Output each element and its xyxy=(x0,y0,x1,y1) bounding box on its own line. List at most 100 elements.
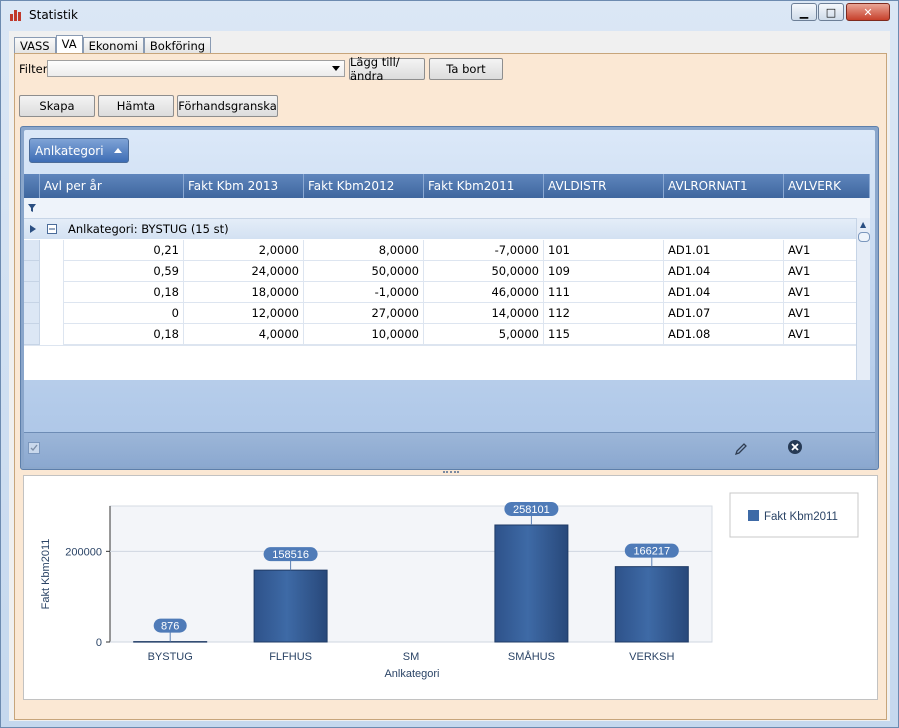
scroll-thumb[interactable] xyxy=(858,232,870,242)
group-by-label: Anlkategori xyxy=(35,143,104,158)
bar[interactable] xyxy=(494,524,569,643)
x-axis-title: Anlkategori xyxy=(384,668,439,680)
pencil-icon[interactable] xyxy=(733,441,749,457)
bar[interactable] xyxy=(614,566,689,643)
column-header[interactable]: Fakt Kbm2012 xyxy=(304,174,424,198)
filter-row[interactable] xyxy=(24,198,870,219)
y-axis-title: Fakt Kbm2011 xyxy=(40,539,52,610)
tab-va[interactable]: VA xyxy=(55,35,83,55)
filter-label: Filter xyxy=(19,62,48,76)
table-cell[interactable]: AD1.08 xyxy=(664,324,784,345)
table-row[interactable]: 0,18 18,0000 -1,0000 46,0000 111 AD1.04 AV1 xyxy=(24,282,870,303)
row-indicator[interactable] xyxy=(24,282,40,303)
table-cell[interactable]: 12,0000 xyxy=(184,303,304,324)
maximize-button[interactable]: □ xyxy=(818,3,844,21)
table-cell[interactable]: 0,18 xyxy=(64,282,184,303)
group-indent xyxy=(40,282,64,303)
bar[interactable] xyxy=(253,569,328,643)
x-tick-label: VERKSH xyxy=(629,651,674,663)
bar[interactable] xyxy=(133,641,208,643)
table-cell[interactable]: AD1.04 xyxy=(664,282,784,303)
table-cell[interactable]: 115 xyxy=(544,324,664,345)
plot-area xyxy=(109,505,713,643)
filter-combo[interactable] xyxy=(47,60,345,77)
table-cell[interactable]: 18,0000 xyxy=(184,282,304,303)
chart-app-icon xyxy=(10,10,21,21)
table-cell[interactable]: -7,0000 xyxy=(424,240,544,261)
table-cell[interactable]: 0,18 xyxy=(64,324,184,345)
header-indicator xyxy=(24,174,40,198)
column-header[interactable]: AVLDISTR xyxy=(544,174,664,198)
table-cell[interactable]: 101 xyxy=(544,240,664,261)
data-label: 158516 xyxy=(272,549,309,561)
chevron-down-icon xyxy=(332,66,340,71)
x-tick-label: SMÅHUS xyxy=(508,650,555,663)
row-indicator[interactable] xyxy=(24,324,40,345)
table-cell[interactable]: AD1.07 xyxy=(664,303,784,324)
table-cell[interactable]: -1,0000 xyxy=(304,282,424,303)
close-button[interactable]: ✕ xyxy=(846,3,890,21)
title-bar[interactable]: Statistik ▁ □ ✕ xyxy=(1,1,898,29)
x-tick-label: FLFHUS xyxy=(269,651,312,663)
va-tab-panel: Filter Lägg till/ändra Ta bort Skapa Häm… xyxy=(14,53,887,720)
group-indent xyxy=(40,324,64,345)
row-indicator[interactable] xyxy=(24,261,40,282)
table-cell[interactable]: 2,0000 xyxy=(184,240,304,261)
column-header[interactable]: AVLRORNAT1 xyxy=(664,174,784,198)
table-cell[interactable]: 4,0000 xyxy=(184,324,304,345)
table-cell[interactable]: 0,59 xyxy=(64,261,184,282)
tab-bokforing[interactable]: Bokföring xyxy=(143,37,212,55)
table-cell[interactable]: 50,0000 xyxy=(424,261,544,282)
table-cell[interactable]: AD1.04 xyxy=(664,261,784,282)
table-cell[interactable]: 112 xyxy=(544,303,664,324)
table-cell[interactable]: 24,0000 xyxy=(184,261,304,282)
table-row[interactable]: 0,59 24,0000 50,0000 50,0000 109 AD1.04 AV1 xyxy=(24,261,870,282)
vertical-scrollbar[interactable]: ▲ ▼ xyxy=(856,218,870,380)
data-label: 876 xyxy=(161,621,179,633)
table-row[interactable]: 0,18 4,0000 10,0000 5,0000 115 AD1.08 AV1 xyxy=(24,324,870,345)
grid-header: Avl per år Fakt Kbm 2013 Fakt Kbm2012 Fa… xyxy=(24,174,870,198)
column-header[interactable]: Avl per år xyxy=(40,174,184,198)
data-label-badge xyxy=(504,501,559,516)
preview-button[interactable]: Förhandsgranska xyxy=(177,95,278,117)
minimize-button[interactable]: ▁ xyxy=(791,3,817,21)
table-cell[interactable]: 46,0000 xyxy=(424,282,544,303)
group-row[interactable]: Anlkategori: BYSTUG (15 st) xyxy=(24,219,870,239)
table-cell[interactable]: 0 xyxy=(64,303,184,324)
tab-vass[interactable]: VASS xyxy=(14,37,56,55)
group-by-button[interactable]: Anlkategori xyxy=(29,138,129,163)
y-tick-label: 0 xyxy=(96,637,102,649)
add-edit-filter-button[interactable]: Lägg till/ändra xyxy=(349,55,425,83)
table-cell[interactable]: 5,0000 xyxy=(424,324,544,345)
row-indicator[interactable] xyxy=(24,303,40,324)
splitter-grip[interactable] xyxy=(443,471,459,476)
table-cell[interactable]: 14,0000 xyxy=(424,303,544,324)
column-header[interactable]: Fakt Kbm 2013 xyxy=(184,174,304,198)
column-header[interactable]: Fakt Kbm2011 xyxy=(424,174,544,198)
fetch-button[interactable]: Hämta xyxy=(98,95,174,117)
table-row[interactable]: 0 12,0000 27,0000 14,0000 112 AD1.07 AV1 xyxy=(24,303,870,324)
row-pointer-icon xyxy=(30,225,36,233)
collapse-icon[interactable] xyxy=(47,224,57,234)
row-indicator[interactable] xyxy=(24,240,40,261)
tab-ekonomi[interactable]: Ekonomi xyxy=(82,37,144,55)
table-cell[interactable]: 8,0000 xyxy=(304,240,424,261)
table-cell[interactable]: AD1.01 xyxy=(664,240,784,261)
scroll-up-icon[interactable]: ▲ xyxy=(860,220,867,229)
column-header[interactable]: AVLVERK xyxy=(784,174,870,198)
table-cell[interactable]: 111 xyxy=(544,282,664,303)
table-cell[interactable]: 109 xyxy=(544,261,664,282)
checkbox-icon[interactable] xyxy=(28,442,40,454)
table-cell[interactable]: 10,0000 xyxy=(304,324,424,345)
data-label-badge xyxy=(263,547,318,562)
table-cell[interactable]: 0,21 xyxy=(64,240,184,261)
close-circle-icon[interactable] xyxy=(787,439,803,455)
table-row[interactable]: 0,21 2,0000 8,0000 -7,0000 101 AD1.01 AV1 xyxy=(24,240,870,261)
remove-filter-button[interactable]: Ta bort xyxy=(429,58,503,80)
create-button[interactable]: Skapa xyxy=(19,95,95,117)
table-row[interactable] xyxy=(24,345,870,350)
data-label: 258101 xyxy=(513,504,550,516)
table-cell[interactable]: 50,0000 xyxy=(304,261,424,282)
group-indent xyxy=(40,240,64,261)
table-cell[interactable]: 27,0000 xyxy=(304,303,424,324)
